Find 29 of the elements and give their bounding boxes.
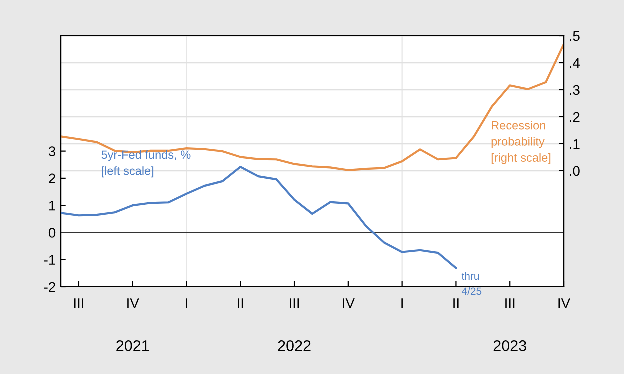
- y2-tick-label: .4: [570, 58, 580, 68]
- text: 2022: [278, 340, 311, 352]
- y-tick-label: 1: [49, 201, 56, 211]
- y-tick-label: 2: [49, 174, 56, 184]
- text: 2023: [494, 340, 526, 352]
- x-tick-label: III: [74, 298, 84, 308]
- x-tick-label: IV: [128, 298, 140, 308]
- annotation: thru 4/25: [462, 272, 482, 296]
- y-tick-label: -2: [44, 282, 56, 292]
- x-tick-label: I: [402, 298, 403, 308]
- y2-tick-label: .1: [570, 139, 580, 149]
- y-tick-label: -1: [44, 255, 56, 265]
- y-tick-label: 0: [48, 228, 56, 238]
- y2-tick-label: .5: [570, 31, 580, 42]
- x-tick-label: IV: [558, 298, 570, 308]
- text: 2021: [116, 340, 150, 352]
- line-series: [61, 166, 458, 270]
- x-tick-label: III: [290, 298, 300, 308]
- x-tick-label: II: [454, 298, 459, 308]
- y-tick-label: 3: [48, 146, 56, 156]
- x-tick-label: III: [506, 298, 515, 308]
- y2-tick-label: .0: [570, 166, 580, 176]
- series-label: Recession probability [right scale]: [492, 121, 551, 164]
- y2-tick-label: .3: [570, 85, 580, 96]
- y2-tick-label: .2: [570, 112, 580, 122]
- x-tick-label: I: [186, 298, 188, 308]
- series-label: 5yr-Fed funds, % [left scale]: [102, 150, 191, 178]
- x-tick-label: II: [238, 298, 244, 308]
- x-tick-label: IV: [343, 298, 355, 308]
